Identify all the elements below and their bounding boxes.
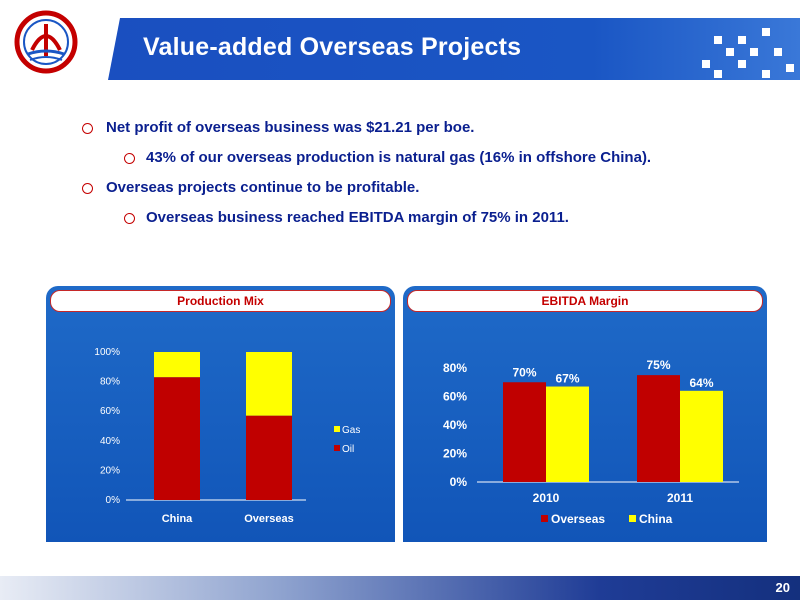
production-mix-chart: 0% 20% 40% 60% 80% 100% China Overseas Gas Oil bbox=[94, 347, 360, 525]
page-title: Value-added Overseas Projects bbox=[143, 33, 522, 61]
bar-overseas-2010 bbox=[503, 382, 546, 482]
cnooc-logo bbox=[14, 10, 78, 74]
bar-china-2011 bbox=[680, 390, 723, 482]
footer-bar: 20 bbox=[0, 576, 800, 600]
bullet-list: Net profit of overseas business was $21.… bbox=[80, 118, 780, 238]
bar-gas-china bbox=[154, 352, 200, 378]
y-tick-label: 20% bbox=[443, 447, 467, 461]
bar-china-2010 bbox=[546, 386, 589, 482]
sub-bullet-item: 43% of our overseas production is natura… bbox=[80, 148, 780, 178]
data-label: 75% bbox=[646, 358, 670, 372]
legend-label-china: China bbox=[639, 512, 673, 526]
legend-label-gas: Gas bbox=[342, 425, 360, 436]
legend-label-overseas: Overseas bbox=[551, 512, 605, 526]
y-tick-label: 100% bbox=[94, 347, 120, 358]
production-mix-title: Production Mix bbox=[50, 290, 391, 312]
bullet-item: Net profit of overseas business was $21.… bbox=[80, 118, 780, 148]
bullet-circle-icon bbox=[82, 123, 93, 134]
x-tick-label: China bbox=[162, 513, 193, 525]
production-mix-panel: 0% 20% 40% 60% 80% 100% China Overseas Gas Oil Pr… bbox=[46, 286, 395, 542]
title-bar: Value-added Overseas Projects bbox=[108, 18, 800, 80]
legend-swatch-oil bbox=[334, 445, 340, 451]
ebitda-margin-title: EBITDA Margin bbox=[407, 290, 763, 312]
legend-swatch-china bbox=[629, 515, 636, 522]
bullet-circle-icon bbox=[124, 153, 135, 164]
y-tick-label: 80% bbox=[100, 377, 120, 388]
x-tick-label: Overseas bbox=[244, 513, 294, 525]
data-label: 64% bbox=[689, 376, 713, 390]
y-tick-label: 40% bbox=[100, 436, 120, 447]
bar-oil-overseas bbox=[246, 415, 292, 500]
bar-oil-china bbox=[154, 377, 200, 500]
y-tick-label: 20% bbox=[100, 465, 120, 476]
bullet-circle-icon bbox=[124, 213, 135, 224]
y-tick-label: 40% bbox=[443, 418, 467, 432]
ebitda-margin-panel: 0% 20% 40% 60% 80% 70% 67% 2010 75% 64% 2011 Overse… bbox=[403, 286, 767, 542]
page-number: 20 bbox=[775, 580, 790, 595]
y-tick-label: 80% bbox=[443, 361, 467, 375]
x-tick-label: 2010 bbox=[533, 491, 560, 505]
y-tick-label: 0% bbox=[450, 475, 468, 489]
bullet-circle-icon bbox=[82, 183, 93, 194]
y-tick-label: 60% bbox=[443, 390, 467, 404]
y-tick-label: 0% bbox=[106, 495, 121, 506]
title-bar-squares-decor bbox=[702, 28, 794, 78]
legend-label-oil: Oil bbox=[342, 444, 354, 455]
legend-swatch-overseas bbox=[541, 515, 548, 522]
bar-overseas-2011 bbox=[637, 375, 680, 482]
bar-gas-overseas bbox=[246, 352, 292, 416]
legend-swatch-gas bbox=[334, 426, 340, 432]
y-tick-label: 60% bbox=[100, 406, 120, 417]
x-tick-label: 2011 bbox=[667, 491, 693, 505]
bullet-item: Overseas projects continue to be profita… bbox=[80, 178, 780, 208]
sub-bullet-item: Overseas business reached EBITDA margin … bbox=[80, 208, 780, 238]
data-label: 70% bbox=[512, 365, 536, 379]
ebitda-margin-chart: 0% 20% 40% 60% 80% 70% 67% 2010 75% 64% 2011 Overse… bbox=[443, 358, 739, 526]
data-label: 67% bbox=[555, 372, 579, 386]
